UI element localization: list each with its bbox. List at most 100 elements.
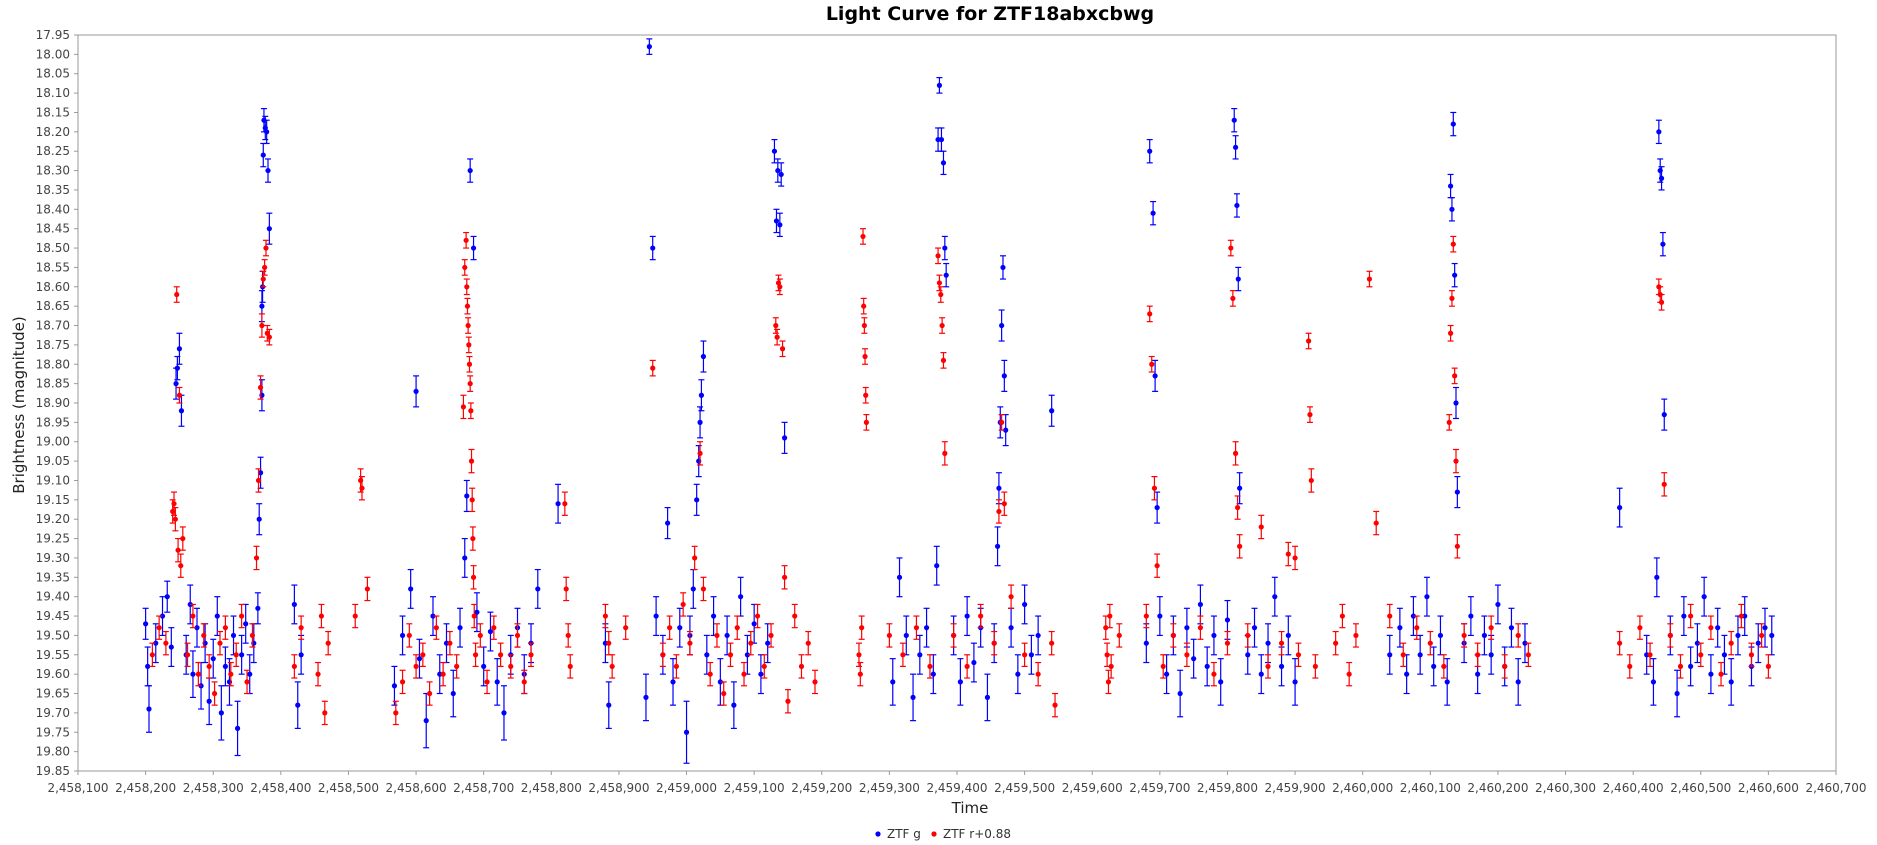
data-point [771,148,778,154]
data-point [1147,148,1153,154]
data-point [239,652,245,658]
data-point [694,497,700,503]
data-point [243,621,249,627]
data-point [430,613,436,619]
data-point [1667,632,1673,639]
data-point [665,520,671,526]
x-tick-label: 2,460,400 [1603,781,1664,795]
data-point [856,652,862,658]
data-point [406,632,412,639]
data-point [467,167,473,174]
data-point [939,322,945,329]
data-point [761,663,767,670]
data-point [178,563,184,569]
data-point [1265,663,1271,670]
data-point [1258,671,1264,677]
data-point [692,555,698,561]
data-point [433,625,439,631]
data-point [1333,640,1339,646]
data-point [206,698,212,704]
y-tick-label: 19.35 [36,570,70,584]
data-point [1728,640,1734,646]
x-tick-label: 2,459,700 [1129,781,1190,795]
data-point [1658,299,1665,305]
data-point [1035,632,1041,639]
data-point [521,679,527,685]
data-point [1197,625,1204,631]
data-point [861,322,867,329]
data-point [487,628,494,635]
data-point [910,694,916,701]
data-point [462,264,468,271]
data-point [1715,625,1721,631]
data-point [1292,555,1298,561]
data-point [1481,632,1487,639]
data-point [1387,652,1393,658]
data-point [991,640,997,646]
data-point [792,613,798,619]
y-tick-label: 18.35 [36,183,70,197]
data-point [1447,183,1454,189]
data-point [230,632,237,639]
data-point [315,671,321,677]
data-point [322,710,328,716]
data-point [680,601,686,608]
data-point [464,303,471,309]
data-point [465,322,471,329]
data-point [999,419,1005,425]
data-point [917,652,923,658]
data-point [450,690,456,697]
data-point [423,718,429,724]
data-point [1049,640,1055,646]
data-point [942,245,948,251]
data-point [1449,206,1455,212]
data-point [174,291,180,298]
data-point [352,613,358,619]
x-tick-label: 2,459,900 [1265,781,1326,795]
y-tick-label: 18.90 [36,396,70,410]
data-point [1149,361,1155,367]
data-point [1278,663,1285,670]
data-point [1272,594,1278,600]
data-point [469,497,475,503]
data-point [724,632,730,639]
data-point [562,501,568,507]
x-tick-label: 2,458,700 [453,781,514,795]
data-point [930,671,936,677]
data-point [673,663,679,670]
data-point [1508,625,1515,631]
data-point [298,652,304,658]
data-point [472,652,479,658]
data-point [1235,504,1241,511]
data-point [266,334,272,340]
data-point [1008,625,1014,631]
data-point [1339,613,1346,619]
data-point [563,586,569,592]
data-point [1738,613,1744,619]
data-point [454,663,460,670]
data-point [1197,601,1204,608]
data-point [1488,652,1494,658]
data-point [1353,632,1359,639]
data-point [1028,652,1034,658]
data-point [470,535,476,542]
data-point [1437,632,1444,639]
data-point [1647,652,1653,658]
data-point [1688,613,1694,619]
data-point [1104,652,1110,658]
data-point [779,346,786,352]
data-point [1234,202,1240,209]
data-point [1235,276,1241,282]
data-point [413,388,419,394]
data-point [683,729,690,735]
data-point [936,82,943,88]
data-point [1441,663,1447,670]
y-tick-label: 18.10 [36,86,70,100]
x-tick-label: 2,458,200 [115,781,176,795]
data-point [1295,652,1302,658]
data-point [1525,652,1531,658]
x-tick-label: 2,460,700 [1805,781,1866,795]
y-tick-label: 18.60 [36,280,70,294]
data-point [471,613,477,619]
